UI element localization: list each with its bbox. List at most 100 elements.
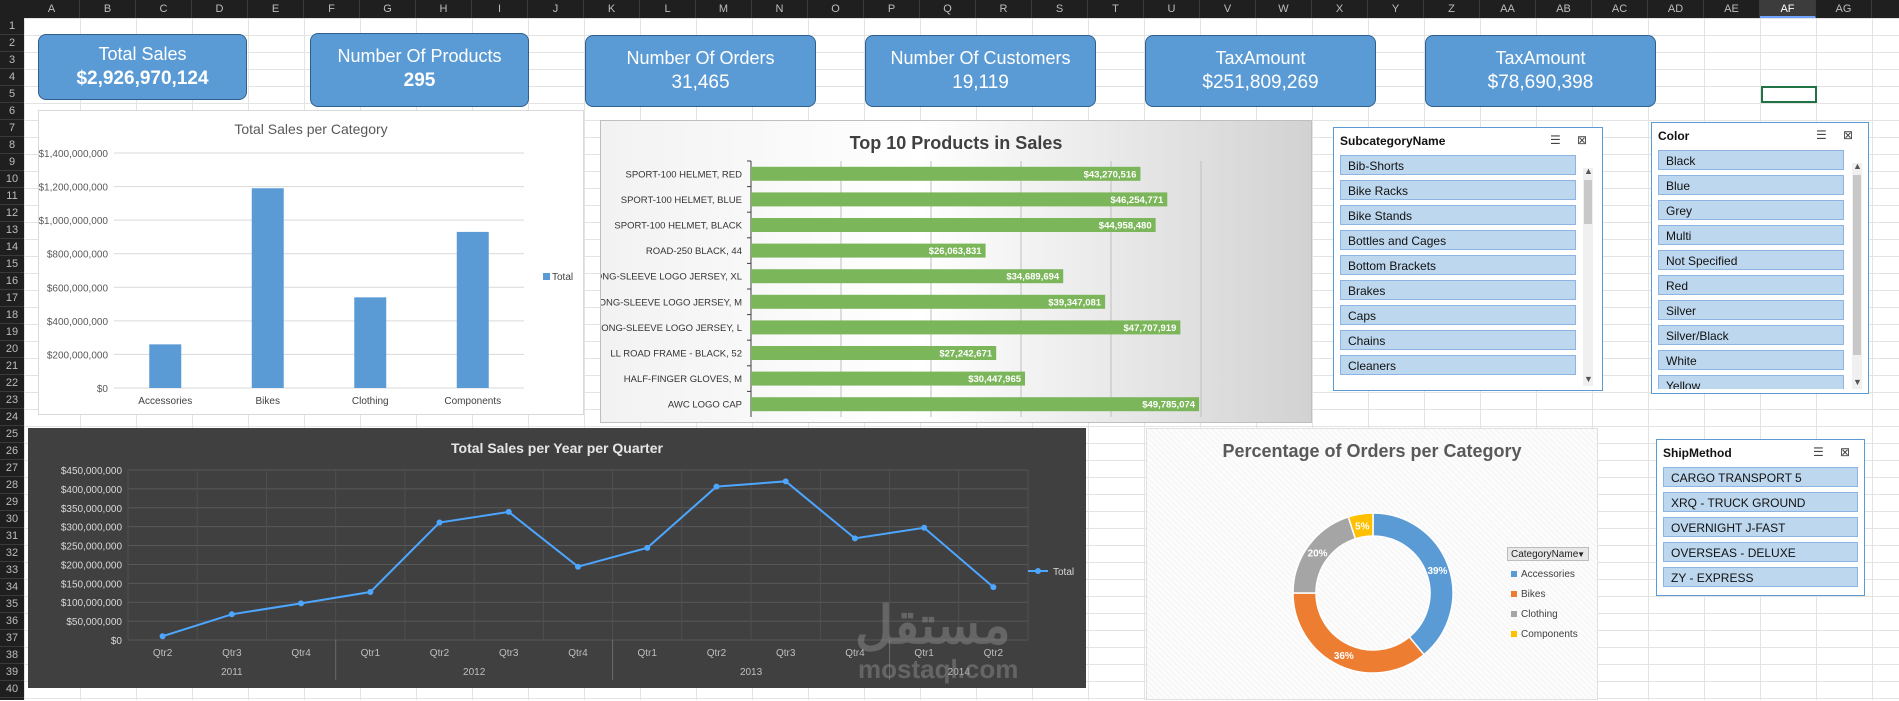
column-header[interactable]: O — [808, 0, 864, 18]
row-header[interactable]: 19 — [0, 324, 24, 341]
row-header[interactable]: 2 — [0, 35, 24, 52]
column-header[interactable]: T — [1088, 0, 1144, 18]
multi-select-icon[interactable]: ☰ — [1550, 133, 1561, 147]
row-header[interactable]: 25 — [0, 426, 24, 443]
column-header[interactable]: AD — [1648, 0, 1704, 18]
column-header[interactable]: AA — [1480, 0, 1536, 18]
column-header[interactable]: N — [752, 0, 808, 18]
column-header[interactable]: J — [528, 0, 584, 18]
column-header[interactable]: F — [304, 0, 360, 18]
row-header[interactable]: 34 — [0, 579, 24, 596]
slicer-item[interactable]: Yellow — [1658, 375, 1844, 389]
column-header[interactable]: AF — [1760, 0, 1816, 18]
row-header[interactable]: 16 — [0, 273, 24, 290]
column-header[interactable]: G — [360, 0, 416, 18]
row-header[interactable]: 35 — [0, 596, 24, 613]
row-header[interactable]: 39 — [0, 664, 24, 681]
slicer-item[interactable]: Bib-Shorts — [1340, 155, 1576, 175]
column-header[interactable]: A — [24, 0, 80, 18]
column-header[interactable]: AG — [1816, 0, 1872, 18]
row-header[interactable]: 8 — [0, 137, 24, 154]
row-header[interactable]: 13 — [0, 222, 24, 239]
scrollbar[interactable]: ▲ ▼ — [1852, 161, 1862, 389]
row-header[interactable]: 30 — [0, 511, 24, 528]
slicer-item[interactable]: Cleaners — [1340, 355, 1576, 375]
column-header[interactable]: AC — [1592, 0, 1648, 18]
row-header[interactable]: 3 — [0, 52, 24, 69]
column-header[interactable]: H — [416, 0, 472, 18]
row-header[interactable]: 22 — [0, 375, 24, 392]
scroll-down-icon[interactable]: ▼ — [1853, 377, 1862, 387]
clear-filter-icon[interactable]: ⊠ — [1577, 133, 1588, 147]
selected-cell[interactable] — [1761, 86, 1817, 103]
row-header[interactable]: 18 — [0, 307, 24, 324]
column-header[interactable]: X — [1312, 0, 1368, 18]
column-header[interactable]: U — [1144, 0, 1200, 18]
column-header[interactable]: B — [80, 0, 136, 18]
column-header[interactable]: S — [1032, 0, 1088, 18]
slicer-item[interactable]: Brakes — [1340, 280, 1576, 300]
slicer-item[interactable]: Bottom Brackets — [1340, 255, 1576, 275]
slicer-item[interactable]: ZY - EXPRESS — [1663, 567, 1858, 587]
row-header[interactable]: 36 — [0, 613, 24, 630]
row-header[interactable]: 26 — [0, 443, 24, 460]
slicer-item[interactable]: Silver/Black — [1658, 325, 1844, 345]
column-header[interactable]: AE — [1704, 0, 1760, 18]
column-header[interactable]: P — [864, 0, 920, 18]
scroll-up-icon[interactable]: ▲ — [1584, 166, 1593, 176]
row-header[interactable]: 31 — [0, 528, 24, 545]
slicer-item[interactable]: Bike Stands — [1340, 205, 1576, 225]
chart-sales-per-category[interactable]: Total Sales per Category $0 $200,000,000 $… — [38, 110, 584, 415]
column-header[interactable]: L — [640, 0, 696, 18]
column-header[interactable]: V — [1200, 0, 1256, 18]
scroll-up-icon[interactable]: ▲ — [1853, 161, 1862, 171]
slicer-item[interactable]: Black — [1658, 150, 1844, 170]
row-header[interactable]: 1 — [0, 18, 24, 35]
column-header[interactable]: I — [472, 0, 528, 18]
slicer-subcategory[interactable]: SubcategoryName ☰ ⊠ Bib-Shorts Bike Racks… — [1333, 127, 1603, 391]
scroll-thumb[interactable] — [1853, 175, 1861, 355]
row-header[interactable]: 38 — [0, 647, 24, 664]
row-header[interactable]: 29 — [0, 494, 24, 511]
slicer-color[interactable]: Color ☰ ⊠ Black Blue Grey Multi Not Specifie… — [1651, 122, 1869, 394]
row-header[interactable]: 12 — [0, 205, 24, 222]
chart-orders-per-category[interactable]: Percentage of Orders per Category 39% 36%… — [1146, 428, 1598, 700]
legend-title-box[interactable]: CategoryName ▼ — [1507, 547, 1589, 561]
multi-select-icon[interactable]: ☰ — [1813, 445, 1824, 459]
row-header[interactable]: 17 — [0, 290, 24, 307]
slicer-ship-method[interactable]: ShipMethod ☰ ⊠ CARGO TRANSPORT 5 XRQ - TR… — [1656, 439, 1865, 596]
slicer-item[interactable]: CARGO TRANSPORT 5 — [1663, 467, 1858, 487]
row-header[interactable]: 28 — [0, 477, 24, 494]
row-header[interactable]: 21 — [0, 358, 24, 375]
scroll-thumb[interactable] — [1584, 180, 1592, 224]
row-header[interactable]: 24 — [0, 409, 24, 426]
column-header[interactable]: Y — [1368, 0, 1424, 18]
chart-top-10-products[interactable]: Top 10 Products in Sales SPORT-100 HELME… — [600, 120, 1312, 423]
scrollbar[interactable]: ▲ ▼ — [1583, 166, 1593, 386]
row-header[interactable]: 10 — [0, 171, 24, 188]
row-header[interactable]: 23 — [0, 392, 24, 409]
row-header[interactable]: 14 — [0, 239, 24, 256]
row-header[interactable]: 32 — [0, 545, 24, 562]
row-header[interactable]: 33 — [0, 562, 24, 579]
scroll-down-icon[interactable]: ▼ — [1584, 374, 1593, 384]
column-header[interactable]: Q — [920, 0, 976, 18]
clear-filter-icon[interactable]: ⊠ — [1843, 128, 1854, 142]
slicer-item[interactable]: Bike Racks — [1340, 180, 1576, 200]
slicer-item[interactable]: White — [1658, 350, 1844, 370]
row-header[interactable]: 20 — [0, 341, 24, 358]
row-header[interactable]: 6 — [0, 103, 24, 120]
row-header[interactable]: 11 — [0, 188, 24, 205]
slicer-item[interactable]: Not Specified — [1658, 250, 1844, 270]
slicer-item[interactable]: Multi — [1658, 225, 1844, 245]
column-header[interactable]: M — [696, 0, 752, 18]
row-header[interactable]: 7 — [0, 120, 24, 137]
clear-filter-icon[interactable]: ⊠ — [1840, 445, 1851, 459]
column-header[interactable]: K — [584, 0, 640, 18]
slicer-item[interactable]: Silver — [1658, 300, 1844, 320]
multi-select-icon[interactable]: ☰ — [1816, 128, 1827, 142]
column-header[interactable]: E — [248, 0, 304, 18]
row-header[interactable]: 9 — [0, 154, 24, 171]
slicer-item[interactable]: Blue — [1658, 175, 1844, 195]
row-header[interactable]: 40 — [0, 681, 24, 698]
